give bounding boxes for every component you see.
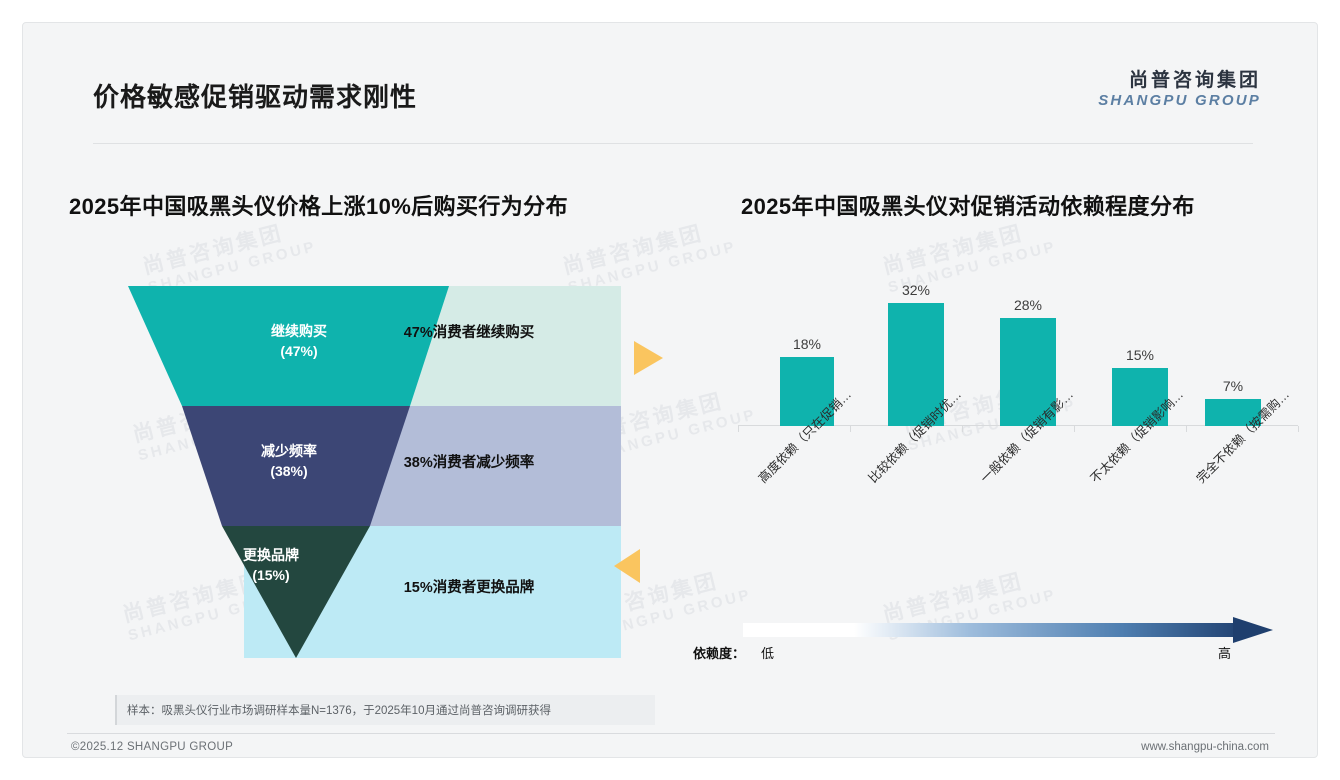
watermark-cn: 尚普咨询集团	[880, 221, 1026, 279]
watermark-cn: 尚普咨询集团	[560, 221, 706, 279]
axis-tick	[1298, 426, 1299, 432]
logo-english-text: SHANGPU GROUP	[1098, 91, 1261, 109]
bar-value-3: 28%	[1013, 297, 1043, 313]
legend-gradient-arrow-icon	[743, 617, 1273, 643]
legend-low-label: 低	[761, 646, 775, 661]
funnel-segment-2	[182, 406, 410, 526]
footnote-box: 样本：吸黑头仪行业市场调研样本量N=1376，于2025年10月通过尚普咨询调研…	[115, 695, 655, 725]
slide-canvas: 尚普咨询集团 SHANGPU GROUP 尚普咨询集团 SHANGPU GROU…	[22, 22, 1318, 758]
axis-tick	[1186, 426, 1187, 432]
funnel-chart: 继续购买 (47%) 减少频率 (38%) 更换品牌 (15%) 47%消费者继…	[69, 273, 669, 673]
watermark-cn: 尚普咨询集团	[140, 221, 286, 279]
funnel-segment-3	[222, 526, 370, 658]
bar-value-5: 7%	[1222, 378, 1244, 394]
bar-1[interactable]	[780, 357, 834, 426]
bar-5[interactable]	[1205, 399, 1261, 426]
header-divider	[93, 143, 1253, 144]
right-chart-heading: 2025年中国吸黑头仪对促销活动依赖程度分布	[741, 194, 1195, 219]
bar-value-1: 18%	[792, 336, 822, 352]
arrow-left-icon	[614, 549, 640, 583]
footnote-text: 样本：吸黑头仪行业市场调研样本量N=1376，于2025年10月通过尚普咨询调研…	[127, 705, 551, 717]
funnel-segment-1	[128, 286, 449, 406]
left-chart-heading: 2025年中国吸黑头仪价格上涨10%后购买行为分布	[69, 194, 568, 219]
footer-divider	[67, 733, 1275, 734]
axis-tick	[962, 426, 963, 432]
bar-2[interactable]	[888, 303, 944, 426]
page-title: 价格敏感促销驱动需求刚性	[93, 82, 418, 112]
bar-value-4: 15%	[1125, 347, 1155, 363]
funnel-shapes	[128, 286, 663, 658]
brand-logo: 尚普咨询集团 SHANGPU GROUP	[1098, 70, 1261, 110]
axis-tick	[850, 426, 851, 432]
logo-chinese-text: 尚普咨询集团	[1128, 70, 1261, 91]
axis-tick	[738, 426, 739, 432]
axis-tick	[1074, 426, 1075, 432]
legend-high-label: 高	[1218, 646, 1232, 661]
legend-title: 依赖度：	[693, 646, 746, 661]
copyright-text: ©2025.12 SHANGPU GROUP	[71, 741, 234, 753]
slide-header: 价格敏感促销驱动需求刚性 尚普咨询集团 SHANGPU GROUP	[23, 23, 1317, 144]
bar-value-2: 32%	[901, 282, 931, 298]
bar-4[interactable]	[1112, 368, 1168, 426]
website-link[interactable]: www.shangpu-china.com	[1141, 741, 1269, 753]
arrow-right-icon	[634, 341, 663, 375]
dependency-legend: 依赖度： 低 高	[693, 615, 1293, 675]
bar-chart: 18% 32% 28% 15% 7% 高度依赖（只在促销… 比较依赖（促销时优……	[723, 273, 1303, 613]
bar-3[interactable]	[1000, 318, 1056, 426]
